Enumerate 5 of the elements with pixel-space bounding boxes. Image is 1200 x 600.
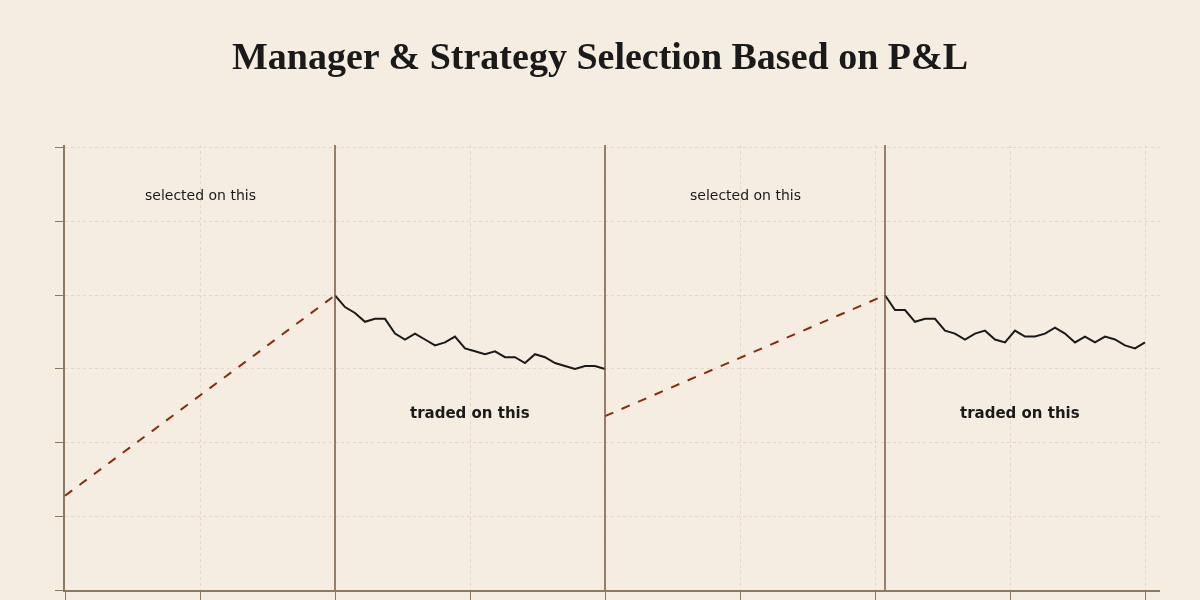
annotation: traded on this — [960, 404, 1080, 422]
text: selected on this — [145, 187, 256, 203]
text: selected on this — [690, 187, 801, 203]
annotation: traded on this — [410, 404, 530, 422]
chart-title: Manager & Strategy Selection Based on P&L — [232, 34, 968, 77]
